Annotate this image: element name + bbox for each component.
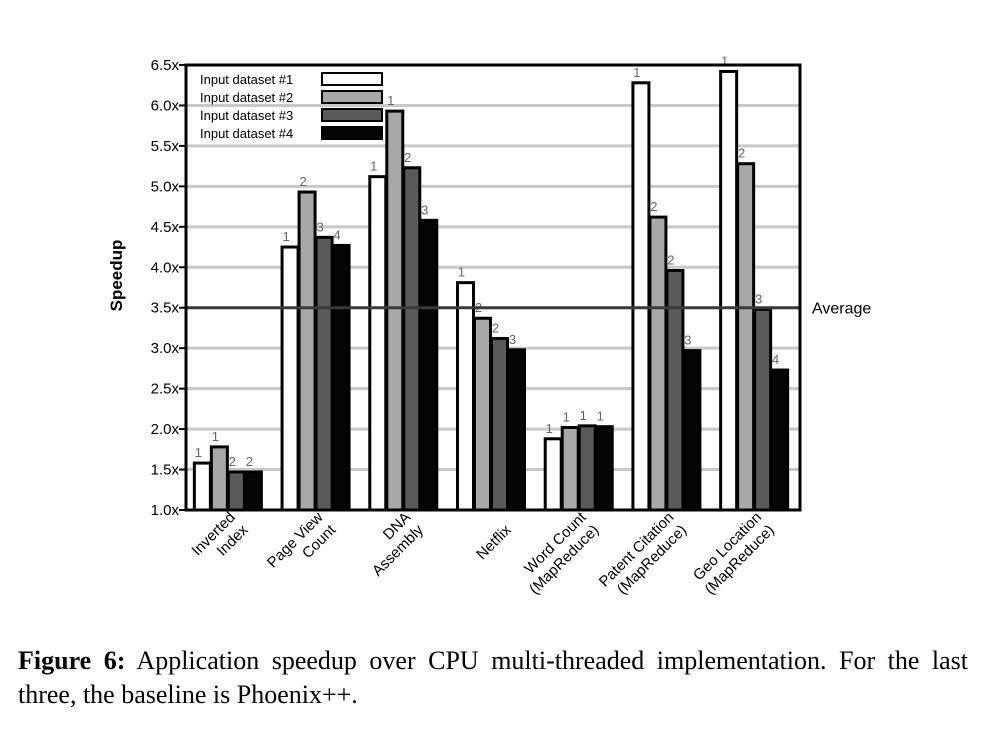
bar-label: 3: [755, 291, 762, 306]
legend: Input dataset #1 Input dataset #2 Input da…: [200, 72, 383, 141]
figure-caption: Figure 6: Application speedup over CPU m…: [18, 644, 968, 712]
bar: [226, 470, 246, 512]
bar: [770, 368, 790, 512]
bar-label: 3: [421, 202, 428, 217]
bar-label: 1: [195, 445, 202, 460]
legend-swatch: [321, 72, 383, 86]
bar-label: 1: [387, 93, 394, 108]
bar: [648, 215, 668, 512]
y-tick-label: 4.0x: [151, 259, 180, 276]
bar-label: 3: [509, 332, 516, 347]
bar-label: 1: [597, 409, 604, 424]
figure-label: Figure 6:: [18, 646, 126, 675]
x-category-line: Netflix: [473, 521, 515, 563]
bar-label: 1: [212, 429, 219, 444]
bar: [682, 349, 702, 512]
bar-label: 2: [650, 199, 657, 214]
bar-label: 4: [772, 352, 779, 367]
bar-label: 1: [546, 421, 553, 436]
bar: [594, 425, 614, 512]
bar: [736, 162, 756, 512]
bar-label: 2: [492, 320, 499, 335]
bar-label: 2: [246, 454, 253, 469]
bar: [192, 461, 212, 512]
bar: [543, 437, 563, 512]
bar-label: 3: [316, 219, 323, 234]
bar: [243, 470, 263, 512]
bar-label: 1: [458, 265, 465, 280]
bar: [385, 109, 405, 512]
bar: [402, 166, 422, 512]
legend-swatch: [321, 126, 383, 140]
x-category-label: Word Count(MapReduce): [521, 508, 602, 598]
bar-label: 3: [684, 333, 691, 348]
y-tick-label: 2.0x: [151, 421, 180, 438]
bars: [192, 69, 790, 512]
y-tick-label: 3.0x: [151, 340, 180, 357]
bar-label: 1: [633, 65, 640, 80]
y-tick-label: 1.5x: [151, 462, 180, 479]
y-tick-label: 3.5x: [151, 300, 180, 317]
bar: [577, 424, 597, 512]
legend-label: Input dataset #1: [200, 72, 293, 87]
bar: [209, 445, 229, 512]
bar: [456, 281, 475, 512]
speedup-bar-chart: 1122123411231223111112231234 Average 1.0…: [107, 53, 871, 598]
bar-label: 4: [333, 227, 340, 242]
bar: [314, 235, 334, 512]
bar: [631, 81, 651, 512]
x-category-label: Geo Location(MapReduce): [690, 509, 778, 598]
plot-frame: [184, 63, 802, 512]
legend-label: Input dataset #3: [200, 108, 293, 123]
y-tick-label: 6.5x: [151, 57, 180, 74]
legend-label: Input dataset #2: [200, 90, 293, 105]
bar-label: 1: [370, 159, 377, 174]
bar-label: 2: [667, 253, 674, 268]
y-axis-ticks: 1.0x 1.5x 2.0x 2.5x 3.0x 3.5x 4.0x 4.5x 5.0x 5.5x…: [151, 57, 186, 519]
legend-swatch: [321, 90, 383, 104]
average-label: Average: [812, 301, 871, 318]
y-tick-label: 2.5x: [151, 381, 180, 398]
x-category-label: Netflix: [473, 521, 515, 563]
bar-label: 1: [282, 229, 289, 244]
y-tick-label: 6.0x: [151, 97, 180, 114]
bar: [297, 190, 317, 512]
y-tick-label: 5.5x: [151, 138, 180, 155]
bar: [560, 425, 580, 512]
bar-label: 2: [404, 150, 411, 165]
bar: [507, 348, 526, 512]
bar-label: 2: [738, 146, 745, 161]
bar: [753, 307, 773, 512]
bar: [368, 175, 388, 512]
bar: [280, 245, 300, 512]
x-category-label: Patent Citation(MapReduce): [596, 509, 690, 598]
bar: [490, 336, 509, 512]
bar: [719, 69, 739, 512]
caption-text: Application speedup over CPU multi-threa…: [18, 646, 968, 709]
legend-label: Input dataset #4: [200, 126, 293, 141]
y-tick-label: 5.0x: [151, 178, 180, 195]
legend-swatch: [321, 108, 383, 122]
bar-label: 1: [563, 409, 570, 424]
bar-label: 1: [721, 53, 728, 68]
y-tick-label: 4.5x: [151, 219, 180, 236]
y-axis-label: Speedup: [107, 240, 126, 312]
y-tick-label: 1.0x: [151, 502, 180, 519]
bar: [331, 243, 351, 512]
bar: [419, 218, 439, 512]
bar-label: 2: [299, 174, 306, 189]
bar-labels: 1122123411231223111112231234: [195, 53, 780, 469]
bar: [473, 316, 492, 512]
bar-label: 2: [229, 454, 236, 469]
bar-label: 1: [580, 408, 587, 423]
